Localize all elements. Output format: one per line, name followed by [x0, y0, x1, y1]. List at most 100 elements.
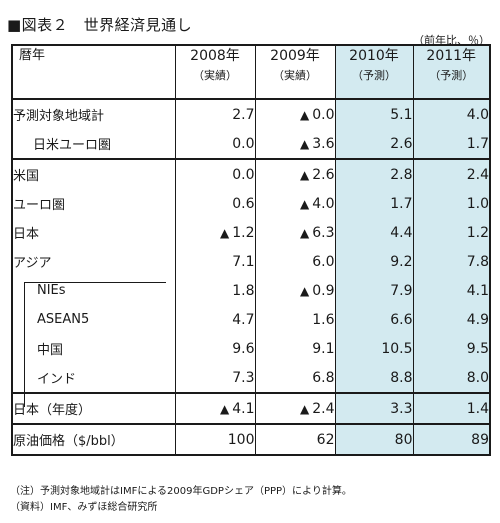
- value-text: 89: [471, 431, 489, 448]
- header-2009: 2009年 （実績）: [254, 45, 335, 99]
- cell-value: ▲ 4.0: [254, 189, 335, 218]
- cell-value: 8.0: [412, 363, 490, 393]
- value-text: 1.2: [232, 224, 255, 241]
- value-text: 8.8: [390, 369, 413, 386]
- cell-value: 6.0: [254, 247, 335, 276]
- value-text: 6.0: [312, 253, 335, 270]
- value-text: 0.0: [232, 135, 255, 152]
- cell-value: ▲ 0.9: [254, 276, 335, 305]
- cell-value: ▲ 2.4: [254, 392, 335, 424]
- value-text: 3.3: [390, 400, 413, 417]
- table-row: 日本 ▲ 1.2 ▲ 6.3 4.4 1.2: [12, 218, 490, 247]
- header-row: 暦年 2008年 （実績） 2009年 （実績） 2010年 （予測） 2011…: [12, 45, 490, 99]
- value-text: 2.4: [312, 400, 335, 417]
- table-row: ASEAN5 4.7 1.6 6.6 4.9: [12, 305, 490, 334]
- header-2011: 2011年 （予測）: [412, 45, 490, 99]
- cell-value: 8.8: [334, 363, 413, 393]
- cell-value: ▲ 2.6: [254, 158, 335, 189]
- negative-triangle-icon: ▲: [220, 401, 230, 416]
- cell-value: 7.3: [174, 363, 255, 393]
- cell-value: 100: [174, 423, 255, 455]
- value-text: 1.8: [232, 282, 255, 299]
- negative-triangle-icon: ▲: [300, 401, 310, 416]
- row-label: 中国: [37, 343, 64, 358]
- value-text: 7.1: [232, 253, 255, 270]
- cell-value: ▲ 6.3: [254, 218, 335, 247]
- table-row: NIEs 1.8 ▲ 0.9 7.9 4.1: [12, 276, 490, 305]
- value-text: 4.1: [466, 282, 489, 299]
- cell-value: 0.0: [174, 158, 255, 189]
- value-text: 0.0: [232, 166, 255, 183]
- cell-value: 1.0: [412, 189, 490, 218]
- value-text: 9.6: [232, 340, 255, 357]
- cell-value: 80: [334, 423, 413, 455]
- value-text: 4.4: [390, 224, 413, 241]
- value-text: 2.7: [232, 106, 255, 123]
- value-text: 4.0: [466, 106, 489, 123]
- value-text: 2.6: [390, 135, 413, 152]
- cell-value: 9.5: [412, 334, 490, 363]
- cell-value: 7.8: [412, 247, 490, 276]
- negative-triangle-icon: ▲: [300, 225, 310, 240]
- header-year: 2011年: [426, 48, 477, 64]
- cell-value: 1.7: [334, 189, 413, 218]
- row-label: アジア: [13, 256, 52, 271]
- value-text: 100: [227, 431, 255, 448]
- value-text: 0.6: [232, 195, 255, 212]
- value-text: 0.9: [312, 282, 335, 299]
- value-text: 5.1: [390, 106, 413, 123]
- table-row: アジア 7.1 6.0 9.2 7.8: [12, 247, 490, 276]
- value-text: 9.1: [312, 340, 335, 357]
- cell-value: 4.1: [412, 276, 490, 305]
- value-text: 4.1: [232, 400, 255, 417]
- header-kind: （予測）: [429, 69, 474, 82]
- header-2010: 2010年 （予測）: [334, 45, 413, 99]
- cell-value: 5.1: [334, 98, 413, 129]
- cell-value: 9.1: [254, 334, 335, 363]
- cell-value: 4.9: [412, 305, 490, 334]
- cell-value: 2.7: [174, 98, 255, 129]
- cell-value: 62: [254, 423, 335, 455]
- value-text: 9.2: [390, 253, 413, 270]
- value-text: 7.9: [390, 282, 413, 299]
- cell-value: 6.6: [334, 305, 413, 334]
- value-text: 1.7: [390, 195, 413, 212]
- unit-label: （前年比、％）: [413, 34, 490, 47]
- row-label: NIEs: [37, 283, 66, 298]
- table-row: 原油価格（$/bbl） 100 62 80 89: [12, 423, 490, 455]
- value-text: 9.5: [466, 340, 489, 357]
- row-label: インド: [37, 372, 77, 387]
- cell-value: 9.2: [334, 247, 413, 276]
- cell-value: 2.8: [334, 158, 413, 189]
- page-title: ■図表２ 世界経済見通し: [7, 16, 193, 34]
- cell-value: 7.9: [334, 276, 413, 305]
- cell-value: ▲ 0.0: [254, 98, 335, 129]
- cell-value: 89: [412, 423, 490, 455]
- table-row: 日米ユーロ圏 0.0 ▲ 3.6 2.6 1.7: [12, 129, 490, 159]
- value-text: 1.4: [466, 400, 489, 417]
- header-kind: （予測）: [352, 69, 396, 82]
- header-2008: 2008年 （実績）: [174, 45, 255, 99]
- row-label: 日本（年度）: [12, 392, 175, 424]
- value-text: 7.8: [466, 253, 489, 270]
- row-label: 米国: [12, 158, 175, 189]
- forecast-table: 暦年 2008年 （実績） 2009年 （実績） 2010年 （予測） 2011…: [11, 44, 491, 456]
- negative-triangle-icon: ▲: [300, 167, 310, 182]
- value-text: 1.2: [466, 224, 489, 241]
- header-kind: （実績）: [193, 69, 237, 82]
- header-label: 暦年: [19, 48, 46, 63]
- cell-value: 0.0: [174, 129, 255, 159]
- cell-value: 0.6: [174, 189, 255, 218]
- cell-value: 2.6: [334, 129, 413, 159]
- value-text: 0.0: [312, 106, 335, 123]
- value-text: 1.0: [466, 195, 489, 212]
- value-text: 6.6: [390, 311, 413, 328]
- value-text: 80: [394, 431, 413, 448]
- header-kind: （実績）: [273, 69, 317, 82]
- row-label: 原油価格（$/bbl）: [12, 423, 175, 455]
- cell-value: 4.0: [412, 98, 490, 129]
- value-text: 1.7: [466, 135, 489, 152]
- value-text: 4.0: [312, 195, 335, 212]
- value-text: 4.9: [466, 311, 489, 328]
- table-row: 日本（年度） ▲ 4.1 ▲ 2.4 3.3 1.4: [12, 392, 490, 424]
